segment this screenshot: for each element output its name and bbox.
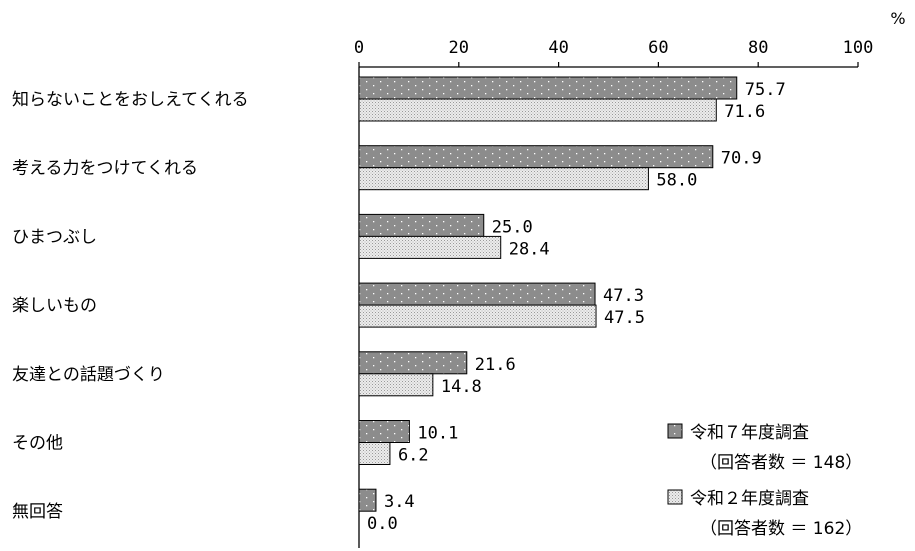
labels: 知らないことをおしえてくれる 75.771.6 考える力をつけてくれる 70.9 58.… — [12, 80, 786, 534]
data-label: 25.0 — [492, 217, 533, 237]
legend: 令和７年度調査 （回答者数 ＝ 148） 令和２年度調査 （回答者数 ＝ 162） — [667, 423, 862, 539]
category-label: 考える力をつけてくれる — [12, 159, 198, 179]
bar-series2 — [358, 373, 434, 397]
category-label: その他 — [12, 434, 63, 454]
x-tick-label: 60 — [648, 38, 668, 58]
legend-label: 令和７年度調査 — [690, 423, 809, 443]
bar-series1 — [358, 213, 485, 237]
legend-sample-size: （回答者数 ＝ 148） — [700, 453, 862, 473]
data-label: 47.3 — [603, 286, 644, 306]
legend-sample-size: （回答者数 ＝ 162） — [700, 519, 862, 539]
bar-series2 — [358, 98, 717, 122]
bar-series1 — [358, 488, 377, 512]
unit-label: % — [890, 9, 905, 28]
data-label: 6.2 — [398, 446, 429, 466]
bar-series2 — [358, 304, 597, 328]
bar-series2 — [358, 442, 391, 465]
bars — [358, 76, 738, 512]
category-label: ひまつぶし — [12, 227, 97, 247]
x-tick-label: 20 — [449, 38, 469, 58]
bar-series1 — [358, 282, 596, 306]
data-label: 70.9 — [721, 149, 762, 169]
legend-swatch — [667, 489, 683, 505]
data-label: 58.0 — [656, 171, 697, 191]
bar-series2 — [358, 235, 502, 259]
bar-series2 — [358, 167, 649, 191]
data-label: 75.7 — [745, 80, 786, 100]
category-label: 知らないことをおしえてくれる — [12, 90, 249, 110]
legend-label: 令和２年度調査 — [690, 489, 809, 509]
data-label: 28.4 — [509, 239, 550, 259]
category-label: 楽しいもの — [12, 296, 97, 316]
bar-series1 — [358, 76, 738, 100]
x-tick-label: 80 — [748, 38, 768, 58]
x-tick-label: 0 — [354, 38, 364, 58]
data-label: 21.6 — [475, 355, 516, 375]
x-tick-label: 40 — [548, 38, 568, 58]
bar-series1 — [358, 420, 410, 443]
category-label: 無回答 — [12, 502, 63, 522]
data-label: 14.8 — [441, 377, 482, 397]
data-label: 10.1 — [417, 424, 458, 444]
bar-series1 — [358, 351, 468, 375]
x-tick-label: 100 — [843, 38, 874, 58]
data-label: 71.6 — [724, 102, 765, 122]
category-label: 友達との話題づくり — [12, 365, 165, 385]
data-label: 0.0 — [367, 514, 398, 534]
legend-swatch — [667, 423, 683, 439]
bar-series1 — [358, 145, 714, 169]
data-label: 3.4 — [384, 492, 415, 512]
data-label: 47.5 — [604, 308, 645, 328]
